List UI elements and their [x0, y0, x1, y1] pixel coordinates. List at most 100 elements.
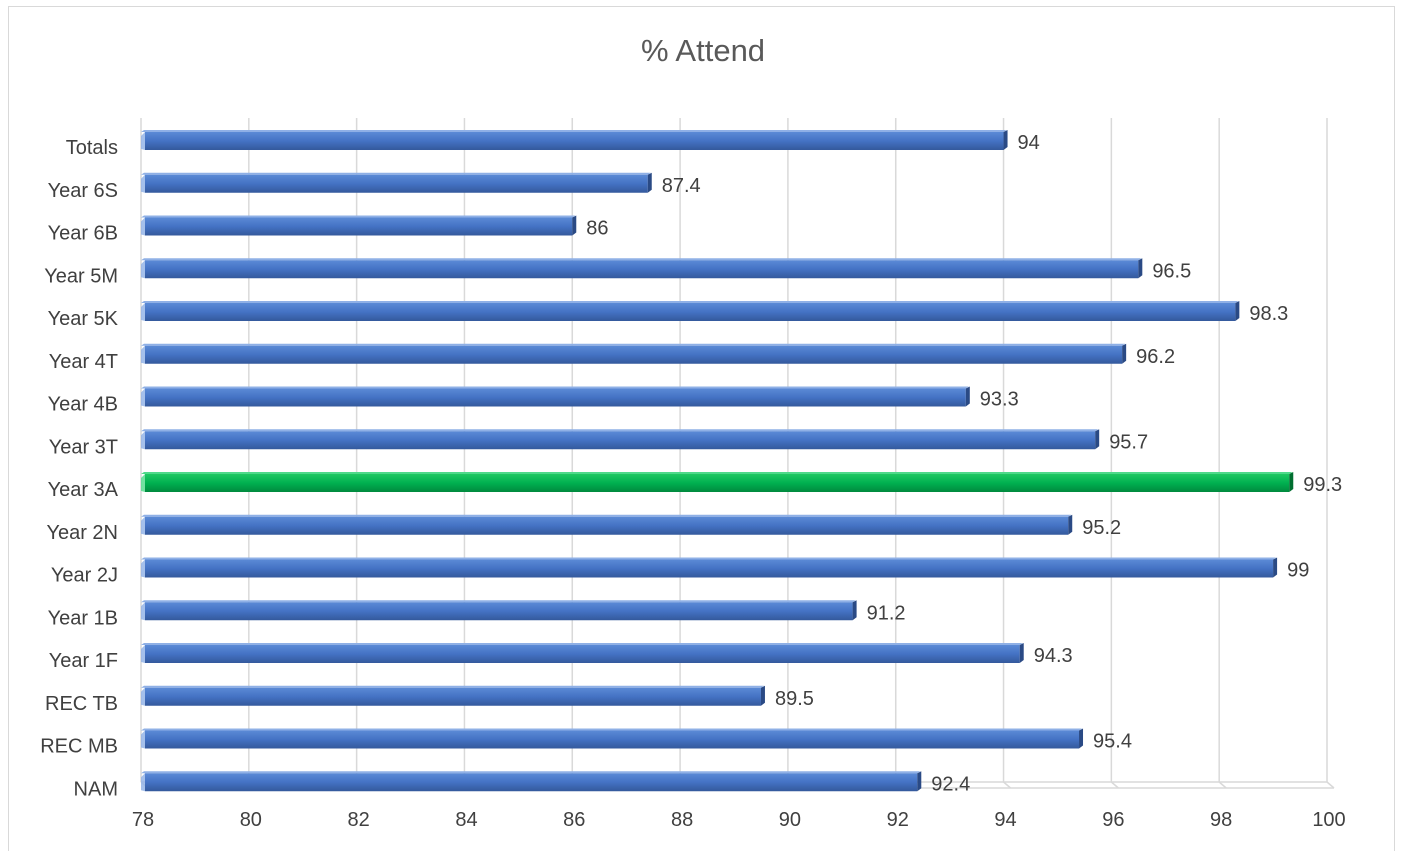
x-tick-label: 82 [348, 809, 370, 831]
bar-end-cap [1138, 258, 1143, 279]
bar-end-cap [852, 600, 857, 621]
bar-front-face [145, 260, 1139, 279]
x-axis-tick-labels: 78 80 82 84 86 88 90 92 94 96 98 100 [132, 809, 1346, 831]
x-tick-label: 84 [455, 809, 477, 831]
bar-top-face [141, 728, 1083, 731]
bar [141, 600, 857, 621]
x-tick-label: 88 [671, 809, 693, 831]
bar-front-face [145, 602, 853, 621]
bar-top-face [141, 643, 1023, 645]
bar-front-face [145, 388, 966, 407]
bar [141, 685, 765, 706]
bar-top-face [141, 172, 651, 175]
bar-start-cap [141, 559, 145, 578]
bar-front-face [145, 174, 648, 193]
data-label: 92.4 [931, 773, 970, 795]
bar [141, 172, 652, 193]
bar [141, 130, 1008, 150]
x-tick-label: 78 [132, 809, 154, 831]
bar-end-cap [1235, 301, 1240, 321]
bar [141, 386, 970, 407]
bar-top-face [141, 429, 1099, 432]
bar-front-face [145, 132, 1004, 150]
x-tick-label: 94 [994, 809, 1016, 831]
bar-start-cap [141, 773, 145, 792]
bar-front-face [145, 431, 1096, 450]
data-label: 96.5 [1152, 260, 1191, 282]
bar-top-face [141, 258, 1142, 261]
data-label: 95.7 [1109, 431, 1148, 453]
data-label: 89.5 [775, 688, 814, 710]
bar-top-face [141, 130, 1007, 132]
bar-start-cap [141, 645, 145, 663]
x-tick-label: 98 [1210, 809, 1232, 831]
category-label: Year 3T [49, 436, 118, 458]
category-label: Year 1F [49, 650, 118, 672]
bar-front-face [145, 645, 1020, 663]
bar-end-cap [647, 172, 652, 193]
bar-front-face [145, 303, 1236, 321]
data-label: 94 [1018, 132, 1040, 154]
category-label: REC MB [40, 736, 118, 758]
x-tick-label: 80 [240, 809, 262, 831]
bar-end-cap [1079, 728, 1084, 749]
x-tick-label: 100 [1312, 809, 1345, 831]
bar-top-face [141, 472, 1293, 474]
category-label: Year 2N [46, 522, 118, 544]
bar-start-cap [141, 345, 145, 364]
bar-start-cap [141, 431, 145, 450]
bar-end-cap [1095, 429, 1100, 450]
bar [141, 643, 1024, 663]
gridline-floor [1326, 781, 1335, 789]
bar-start-cap [141, 388, 145, 407]
bar [141, 472, 1294, 492]
chart-title: % Attend [641, 33, 765, 68]
bar-top-face [141, 557, 1277, 560]
data-label: 86 [586, 218, 608, 240]
bar-top-face [141, 386, 969, 389]
x-tick-label: 92 [887, 809, 909, 831]
bar-end-cap [1003, 130, 1008, 150]
category-label: Year 2J [51, 565, 118, 587]
bar [141, 215, 577, 236]
data-label: 91.2 [867, 602, 906, 624]
gridline-floor [1110, 781, 1119, 789]
bar [141, 429, 1100, 450]
bar-end-cap [760, 685, 765, 706]
bar-start-cap [141, 303, 145, 321]
category-label: Totals [66, 137, 118, 159]
category-label: REC TB [45, 693, 118, 715]
bar-front-face [145, 730, 1080, 749]
bar-start-cap [141, 474, 145, 492]
gridline-floor [1218, 781, 1227, 789]
bar-top-face [141, 771, 921, 774]
value-labels: 94 87.4 86 96.5 98.3 96.2 93.3 95.7 99.3 95.2 99 91… [586, 132, 1342, 795]
bar-front-face [145, 559, 1274, 578]
data-label: 95.2 [1082, 517, 1121, 539]
bar [141, 771, 922, 792]
bar-start-cap [141, 174, 145, 193]
bar-front-face [145, 217, 573, 236]
category-label: Year 5M [44, 265, 118, 287]
bar-start-cap [141, 260, 145, 279]
bar-start-cap [141, 687, 145, 706]
bar [141, 343, 1127, 364]
category-label: Year 1B [48, 607, 118, 629]
bar [141, 514, 1073, 535]
x-tick-label: 90 [779, 809, 801, 831]
category-label: Year 6B [48, 223, 118, 245]
bar-top-face [141, 215, 576, 218]
bar-front-face [145, 773, 918, 792]
bar [141, 301, 1240, 321]
bar-end-cap [1122, 343, 1127, 364]
gridline-floor [1003, 781, 1012, 789]
bar-top-face [141, 514, 1072, 517]
category-label: Year 4T [49, 351, 118, 373]
bar-front-face [145, 687, 761, 706]
bar-start-cap [141, 217, 145, 236]
bar-end-cap [1019, 643, 1024, 663]
category-label: NAM [74, 778, 118, 800]
data-label: 96.2 [1136, 346, 1175, 368]
bar-top-face [141, 301, 1239, 303]
